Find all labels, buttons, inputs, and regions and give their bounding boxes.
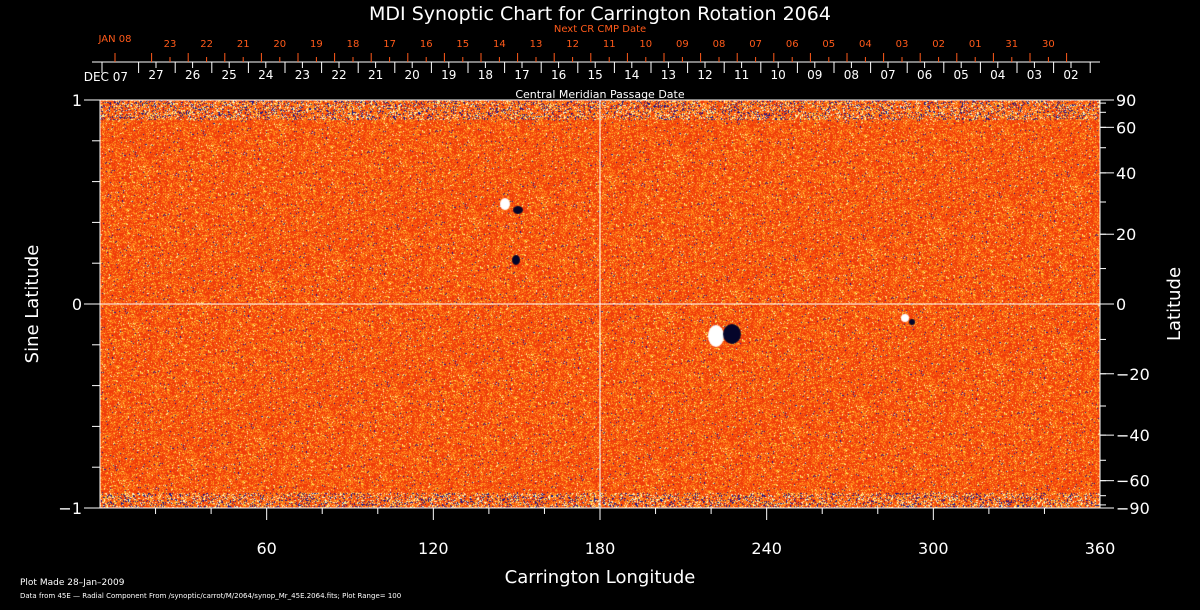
next-cr-date-label: 13 [530,39,543,50]
x-tick-label: 60 [256,539,276,558]
next-cr-start-label: JAN 08 [98,34,132,45]
date-label: 16 [551,68,566,82]
y-tick-label-right: 0 [1116,295,1126,314]
next-cr-axis-label: Next CR CMP Date [554,24,646,35]
date-label: 15 [588,68,603,82]
next-cr-date-label: 06 [786,39,799,50]
date-label: 07 [880,68,895,82]
y-tick-label-right: 40 [1116,164,1136,183]
x-tick-label: 300 [918,539,949,558]
date-label: 27 [148,68,163,82]
next-cr-date-label: 12 [566,39,579,50]
date-label: 21 [368,68,383,82]
y-tick-label-right: −90 [1116,499,1150,518]
date-label: 09 [807,68,822,82]
next-cr-date-label: 04 [859,39,872,50]
next-cr-date-label: 23 [164,39,177,50]
y-tick-label-right: −40 [1116,426,1150,445]
date-label: 10 [771,68,786,82]
date-label: 08 [844,68,859,82]
x-axis-label: Carrington Longitude [505,567,696,588]
date-label: 11 [734,68,749,82]
next-cr-date-label: 01 [969,39,982,50]
next-cr-date-label: 14 [493,39,506,50]
y-tick-label-left: 1 [72,91,82,110]
y-tick-label-right: −20 [1116,365,1150,384]
plot-made-note: Plot Made 28–Jan–2009 [20,578,125,588]
date-label: 14 [624,68,639,82]
date-label: 19 [441,68,456,82]
date-label: 03 [1027,68,1042,82]
next-cr-date-label: 15 [456,39,469,50]
x-tick-label: 120 [418,539,449,558]
next-cr-date-label: 21 [237,39,250,50]
next-cr-date-label: 07 [749,39,762,50]
y-axis-label-right: Latitude [1164,267,1185,341]
y-tick-label-right: −60 [1116,472,1150,491]
date-label: 02 [1063,68,1078,82]
x-tick-label: 180 [585,539,616,558]
x-tick-label: 240 [751,539,782,558]
next-cr-date-label: 18 [347,39,360,50]
next-cr-date-label: 31 [1005,39,1018,50]
date-label: 22 [331,68,346,82]
date-label: 13 [661,68,676,82]
date-label: 25 [222,68,237,82]
next-cr-date-label: 11 [603,39,616,50]
next-cr-date-label: 09 [676,39,689,50]
date-label: 26 [185,68,200,82]
date-label: 17 [514,68,529,82]
date-label: 18 [478,68,493,82]
date-label: 12 [697,68,712,82]
y-tick-label-right: 90 [1116,91,1136,110]
data-source-note: Data from 45E — Radial Component From /s… [20,592,402,600]
next-cr-date-label: 30 [1042,39,1055,50]
next-cr-date-label: 22 [200,39,213,50]
top-axis-label: Central Meridian Passage Date [515,88,684,101]
date-label: 20 [405,68,420,82]
y-axis-label-left: Sine Latitude [22,245,43,364]
chart-title: MDI Synoptic Chart for Carrington Rotati… [369,3,831,25]
next-cr-date-label: 20 [273,39,286,50]
next-cr-date-label: 02 [932,39,945,50]
date-start-label: DEC 07 [84,70,128,84]
date-label: 04 [990,68,1005,82]
y-tick-label-left: −1 [58,499,82,518]
next-cr-date-label: 03 [896,39,909,50]
x-tick-label: 360 [1085,539,1116,558]
next-cr-date-label: 05 [822,39,835,50]
next-cr-date-label: 17 [383,39,396,50]
y-tick-label-right: 20 [1116,225,1136,244]
next-cr-date-label: 08 [713,39,726,50]
y-tick-label-right: 60 [1116,118,1136,137]
date-label: 24 [258,68,273,82]
next-cr-date-label: 10 [639,39,652,50]
next-cr-date-label: 16 [420,39,433,50]
date-label: 06 [917,68,932,82]
y-tick-label-left: 0 [72,295,82,314]
date-label: 23 [295,68,310,82]
next-cr-date-label: 19 [310,39,323,50]
date-label: 05 [954,68,969,82]
